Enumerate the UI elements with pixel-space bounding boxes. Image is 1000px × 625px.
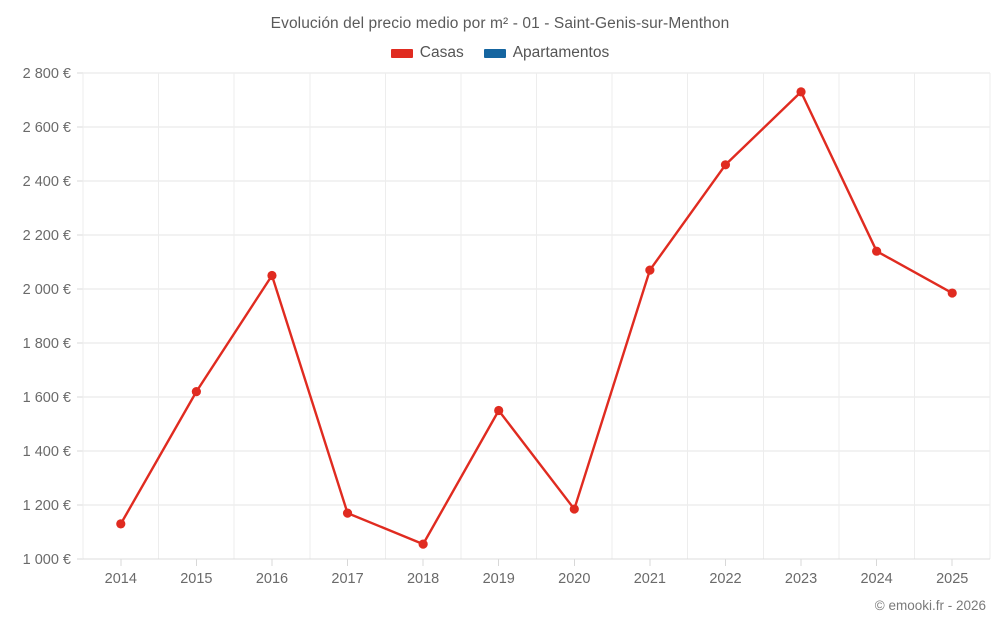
y-axis-label: 1 800 €	[23, 336, 71, 352]
legend-label-casas: Casas	[419, 44, 464, 61]
data-point[interactable]	[418, 539, 428, 549]
x-axis-label: 2019	[483, 571, 515, 587]
y-axis-label: 2 800 €	[23, 66, 71, 82]
data-point[interactable]	[569, 504, 579, 514]
data-point[interactable]	[116, 519, 126, 529]
x-axis-label: 2016	[256, 571, 288, 587]
legend-swatch-apartamentos	[483, 48, 506, 58]
data-point[interactable]	[191, 387, 201, 397]
x-axis-label: 2021	[634, 571, 666, 587]
data-point[interactable]	[947, 288, 957, 298]
x-axis-label: 2023	[785, 571, 817, 587]
y-axis-label: 1 200 €	[23, 498, 71, 514]
y-axis-label: 1 600 €	[23, 390, 71, 406]
legend-swatch-casas	[390, 48, 413, 58]
data-point[interactable]	[720, 160, 731, 170]
x-axis-label: 2017	[331, 571, 363, 587]
y-axis-label: 2 000 €	[23, 282, 71, 298]
data-point[interactable]	[494, 405, 504, 416]
x-axis-label: 2018	[407, 571, 439, 587]
x-axis-label: 2025	[936, 571, 968, 587]
x-axis-label: 2015	[180, 571, 212, 587]
data-point[interactable]	[342, 508, 353, 518]
y-axis-label: 2 600 €	[23, 120, 71, 136]
y-axis-label: 1 400 €	[23, 444, 71, 460]
chart-legend: Casas Apartamentos	[0, 44, 1000, 62]
y-axis-label: 2 400 €	[23, 174, 71, 190]
y-axis-label: 1 000 €	[23, 552, 71, 568]
legend-item-casas[interactable]: Casas	[390, 44, 464, 62]
footer-credit: © emooki.fr - 2026	[874, 598, 986, 613]
data-point[interactable]	[645, 265, 655, 275]
y-axis-label: 2 200 €	[23, 228, 71, 244]
legend-label-apartamentos: Apartamentos	[512, 44, 610, 61]
data-point[interactable]	[872, 246, 882, 256]
data-point[interactable]	[267, 270, 277, 281]
x-axis-label: 2024	[860, 571, 892, 587]
x-axis-label: 2020	[558, 571, 590, 587]
data-point[interactable]	[796, 87, 806, 97]
chart-title: Evolución del precio medio por m² - 01 -…	[270, 15, 730, 32]
x-axis-label: 2014	[105, 571, 137, 587]
legend-item-apartamentos[interactable]: Apartamentos	[483, 44, 610, 62]
series-line-casas	[119, 90, 954, 546]
x-axis-label: 2022	[709, 571, 741, 587]
